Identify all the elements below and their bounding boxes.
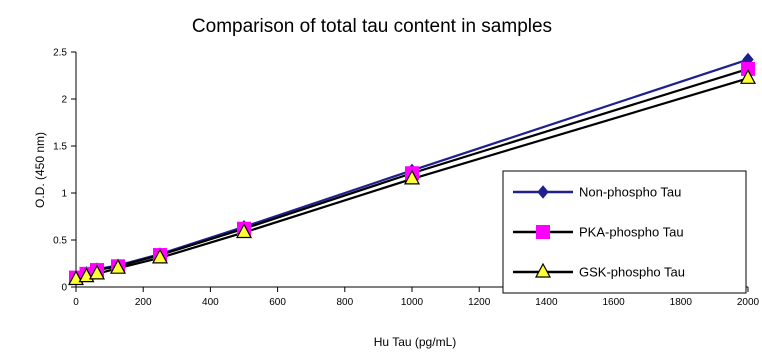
data-point-triangle [151, 248, 169, 264]
y-axis-label: O.D. (450 nm) [33, 132, 47, 208]
data-point-triangle [739, 69, 757, 84]
legend-label: GSK-phospho Tau [579, 265, 685, 280]
x-tick-label: 2000 [737, 297, 760, 308]
y-tick-label: 2.5 [53, 48, 67, 59]
x-tick-label: 1200 [468, 297, 491, 308]
data-point-square [741, 61, 755, 76]
data-point-diamond [537, 185, 549, 199]
data-point-triangle [534, 262, 552, 278]
x-tick-label: 0 [73, 297, 79, 308]
chart-title: Comparison of total tau content in sampl… [192, 16, 552, 37]
x-tick-label: 200 [135, 297, 152, 308]
data-point-square [536, 225, 550, 239]
x-axis-label: Hu Tau (pg/mL) [374, 335, 456, 349]
x-tick-label: 600 [269, 297, 286, 308]
legend-label: PKA-phospho Tau [579, 225, 684, 240]
y-tick-label: 0 [61, 283, 67, 294]
data-point-triangle [88, 264, 106, 280]
y-tick-label: 0.5 [53, 236, 67, 247]
plot-area: 0 0.5 1 1.5 2 2.5 0 200 400 600 800 1000 1200 1400 160… [53, 48, 759, 309]
y-tick-label: 2 [61, 95, 67, 106]
x-tick-label: 1800 [670, 297, 693, 308]
data-point-triangle [109, 258, 127, 274]
x-tick-label: 1600 [602, 297, 625, 308]
x-tick-label: 800 [336, 297, 353, 308]
y-tick-label: 1.5 [53, 142, 67, 153]
y-tick-label: 1 [61, 189, 67, 200]
x-tick-label: 1000 [401, 297, 424, 308]
legend-label: Non-phospho Tau [579, 185, 681, 200]
x-tick-label: 400 [202, 297, 219, 308]
x-tick-label: 1400 [535, 297, 558, 308]
legend: Non-phospho Tau PKA-phospho Tau GSK-phosph… [502, 170, 747, 294]
data-point-triangle [403, 169, 421, 185]
data-point-triangle [235, 223, 253, 239]
